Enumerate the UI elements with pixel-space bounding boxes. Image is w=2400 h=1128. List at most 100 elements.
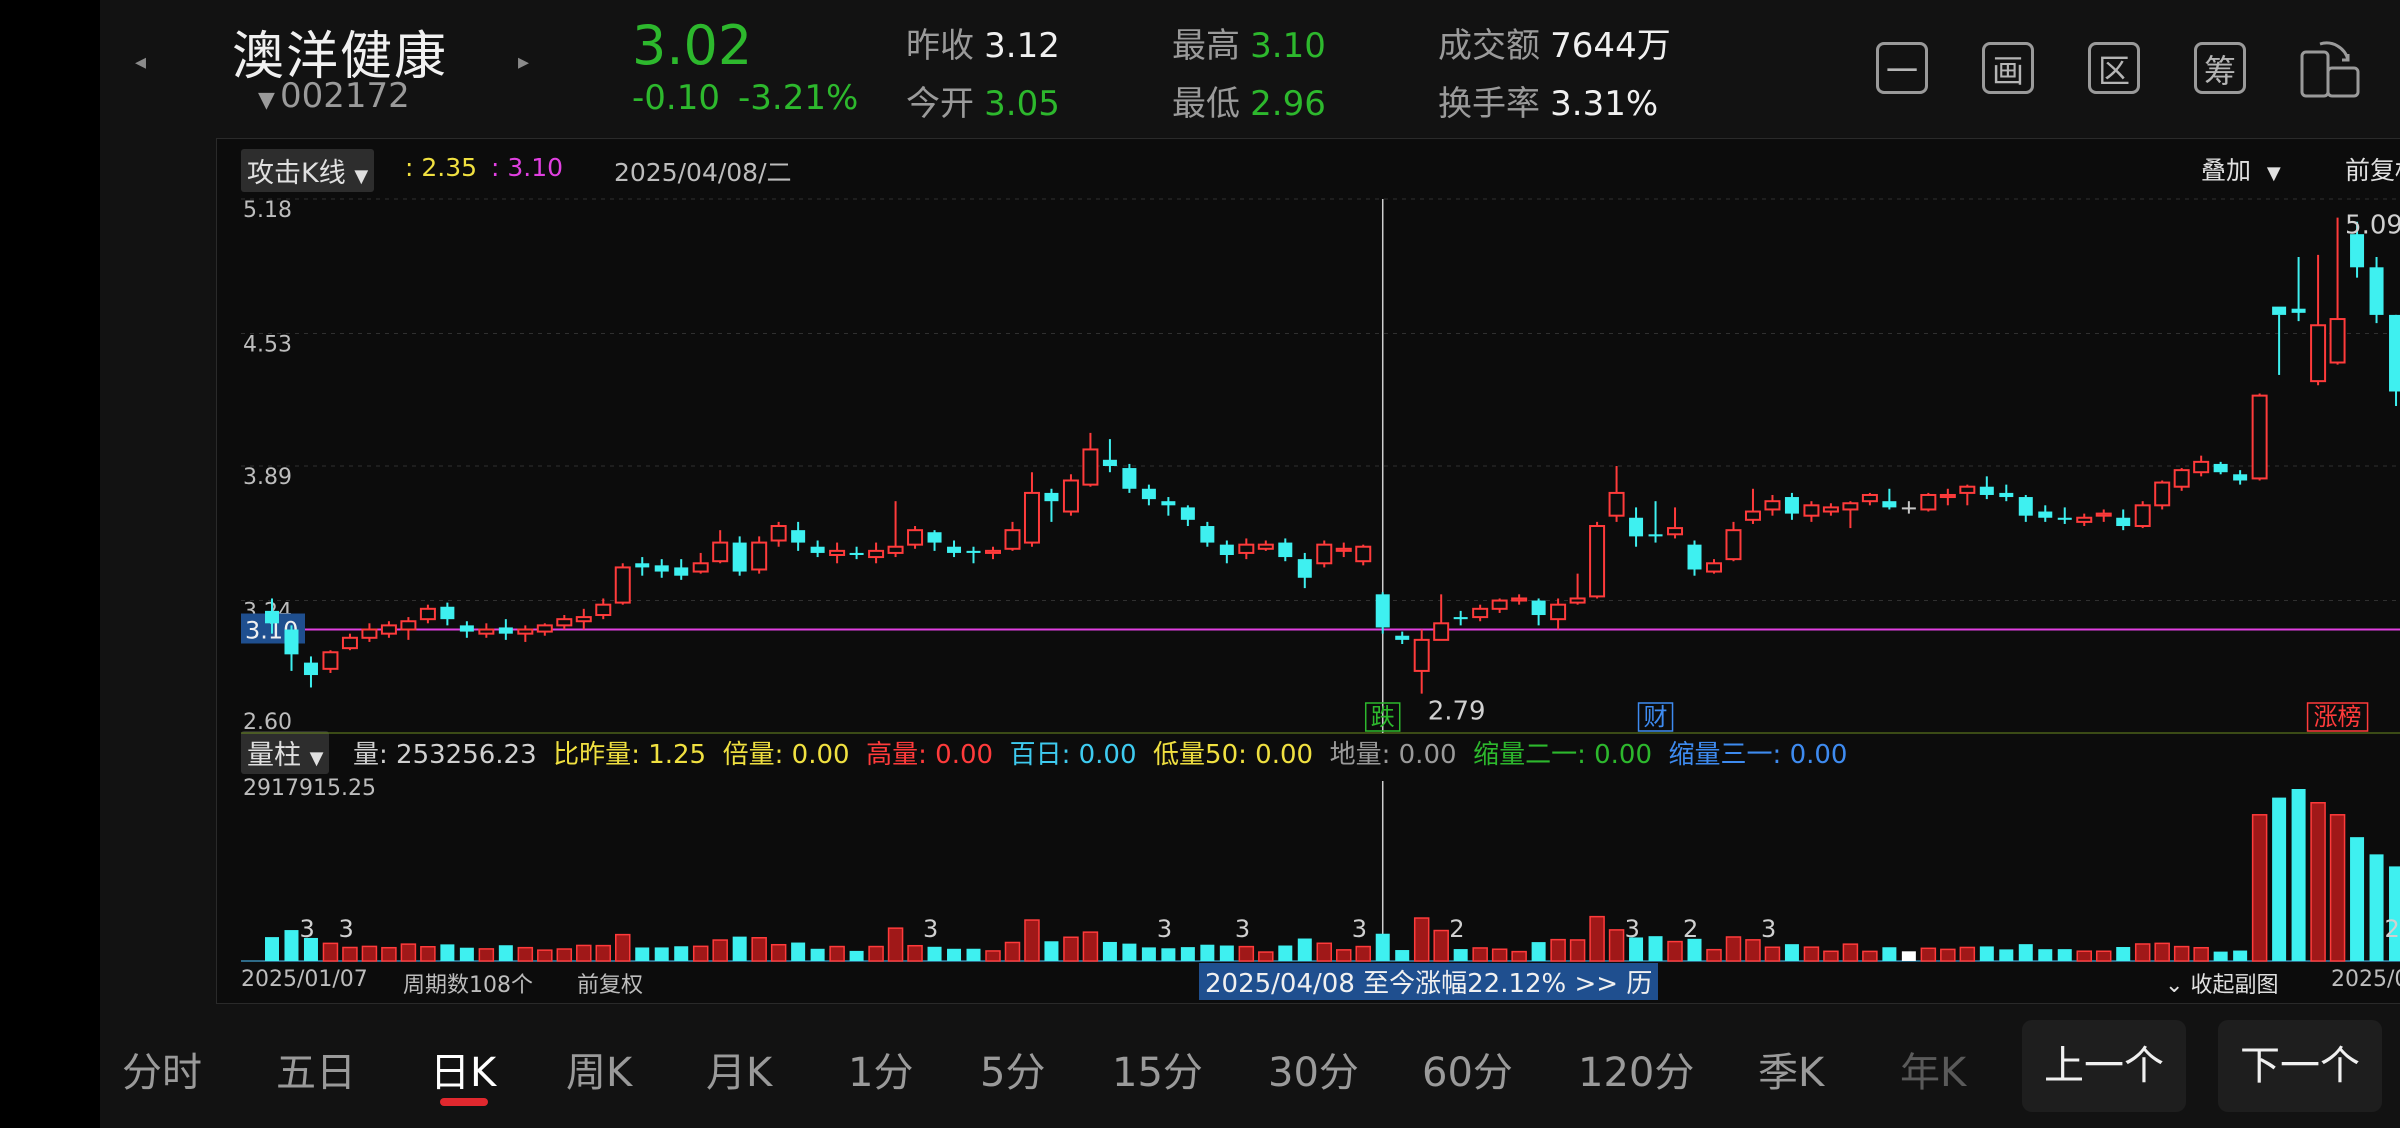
tab-minute-chart[interactable]: 分时 bbox=[122, 1050, 202, 1096]
draw-icon[interactable]: 画 bbox=[1982, 42, 2034, 94]
candle-body-up bbox=[770, 525, 787, 542]
volume-bar-up bbox=[1316, 942, 1333, 962]
quote-low: 最低 2.96 bbox=[1172, 84, 1326, 124]
event-marker-box bbox=[1364, 702, 1401, 732]
candle-body-up bbox=[2329, 318, 2346, 364]
vol-stat-ground: 地量: 0.00 bbox=[1329, 740, 1457, 770]
candle-body-up bbox=[1238, 543, 1255, 554]
volume-bar-down bbox=[265, 937, 279, 961]
candle-body-up bbox=[1413, 638, 1430, 672]
quote-turnover-amount: 成交额 7644万 bbox=[1438, 26, 1671, 66]
volume-bar-up bbox=[1082, 931, 1099, 962]
tab-monthly-k[interactable]: 月K bbox=[706, 1050, 773, 1096]
candle-body-up bbox=[2154, 481, 2171, 507]
volume-bar-down bbox=[1375, 933, 1390, 961]
volume-bar-up bbox=[400, 943, 417, 962]
volume-count-mark: 3 bbox=[1352, 915, 1367, 943]
minus-icon[interactable]: 一 bbox=[1876, 42, 1928, 94]
next-button[interactable]: 下一个 bbox=[2218, 1020, 2382, 1112]
volume-count-mark: 3 bbox=[1157, 915, 1172, 943]
candle-body-down bbox=[849, 552, 864, 555]
overlay-selector[interactable]: 叠加 ▼ bbox=[2201, 156, 2281, 185]
volume-mode-selector[interactable]: 量柱 ▼ bbox=[241, 731, 330, 774]
candle-body-down bbox=[1161, 501, 1176, 506]
volume-bar-up bbox=[478, 948, 495, 962]
volume-bar-down bbox=[1219, 945, 1234, 961]
volume-bar-down bbox=[2389, 866, 2400, 961]
tab-30min[interactable]: 30分 bbox=[1268, 1050, 1359, 1096]
region-icon[interactable]: 区 bbox=[2088, 42, 2140, 94]
rotate-screen-icon[interactable] bbox=[2298, 38, 2362, 100]
candle-body-up bbox=[614, 566, 631, 604]
prev-stock-arrow-icon[interactable]: ◂ bbox=[135, 50, 147, 75]
volume-bar-down bbox=[1122, 943, 1137, 961]
candle-body-up bbox=[887, 545, 904, 554]
chart-panel: 攻击K线 ▼ : 2.35 : 3.10 2025/04/08/二 叠加 ▼ 前… bbox=[216, 138, 2400, 1004]
tab-weekly-k[interactable]: 周K bbox=[566, 1050, 633, 1096]
collapse-subchart-button[interactable]: ⌄ 收起副图 bbox=[2165, 973, 2279, 998]
volume-bar-down bbox=[1784, 944, 1799, 961]
tab-15min[interactable]: 15分 bbox=[1112, 1050, 1203, 1096]
volume-bar-up bbox=[829, 945, 845, 962]
tab-quarterly-k[interactable]: 季K bbox=[1758, 1050, 1825, 1096]
candle-body-up bbox=[1335, 547, 1352, 552]
volume-bar-down bbox=[1297, 938, 1312, 961]
stock-name: 澳洋健康 bbox=[232, 27, 449, 87]
volume-bar-down bbox=[927, 946, 942, 961]
volume-bar-down bbox=[2350, 837, 2365, 961]
tab-five-day[interactable]: 五日 bbox=[276, 1050, 356, 1096]
next-stock-arrow-icon[interactable]: ▸ bbox=[518, 50, 530, 75]
volume-bar-down bbox=[1453, 949, 1468, 961]
volume-bar-up bbox=[556, 948, 573, 962]
candle-body-down bbox=[810, 546, 825, 553]
tab-yearly-k[interactable]: 年K bbox=[1900, 1050, 1967, 1096]
indicator-selector[interactable]: 攻击K线 ▼ bbox=[241, 149, 375, 192]
candle-body-up bbox=[692, 562, 709, 573]
stock-code-selector[interactable]: ▼ 002172 bbox=[258, 76, 410, 116]
candle-body-up bbox=[2193, 460, 2210, 474]
tab-daily-k[interactable]: 日K bbox=[430, 1050, 497, 1096]
volume-bar-up bbox=[1569, 939, 1586, 962]
range-info-banner[interactable]: 2025/04/08 至今涨幅22.12% >> 历 bbox=[1199, 963, 1659, 1000]
volume-bar-down bbox=[459, 947, 474, 961]
event-marker-label: 跌 bbox=[1371, 703, 1395, 731]
candle-body-down bbox=[654, 565, 669, 572]
tab-120min[interactable]: 120分 bbox=[1578, 1050, 1695, 1096]
volume-bar-up bbox=[1940, 948, 1956, 962]
tab-5min[interactable]: 5分 bbox=[980, 1050, 1046, 1096]
candle-body-up bbox=[536, 624, 553, 633]
candle-body-up bbox=[1550, 603, 1567, 621]
tab-1min[interactable]: 1分 bbox=[848, 1050, 914, 1096]
volume-bar-up bbox=[1862, 950, 1878, 962]
volume-bar-up bbox=[342, 946, 358, 962]
volume-bar-down bbox=[2233, 950, 2248, 961]
volume-bar-down bbox=[1278, 945, 1293, 961]
candle-body-down bbox=[674, 567, 689, 576]
volume-count-mark: 3 bbox=[1235, 915, 1250, 943]
volume-bar-down bbox=[635, 947, 650, 961]
volume-bar-down bbox=[1999, 949, 2014, 961]
candle-body-down bbox=[791, 530, 806, 543]
tab-60min[interactable]: 60分 bbox=[1422, 1050, 1513, 1096]
adjust-selector[interactable]: 前复权▼ bbox=[2345, 156, 2400, 185]
volume-bar-down bbox=[1629, 937, 1644, 961]
volume-bar-up bbox=[887, 927, 904, 962]
candle-body-down bbox=[1219, 544, 1234, 555]
chips-icon[interactable]: 筹 bbox=[2194, 42, 2246, 94]
kline-chart[interactable]: 5.184.533.893.242.603.105.092.79跌财涨榜2917… bbox=[217, 139, 2400, 1003]
quote-prev-close: 昨收 3.12 bbox=[906, 26, 1060, 66]
volume-bar-up bbox=[1959, 946, 1976, 962]
volume-count-mark: 3 bbox=[923, 915, 938, 943]
candle-body-down bbox=[1200, 526, 1215, 543]
candle-body-up bbox=[1511, 597, 1528, 602]
volume-count-mark: 2 bbox=[2385, 915, 2400, 943]
candle-body-down bbox=[1979, 486, 1994, 495]
candle-body-up bbox=[1706, 562, 1722, 573]
candle-body-up bbox=[2134, 504, 2151, 528]
candle-body-up bbox=[829, 549, 846, 557]
previous-button[interactable]: 上一个 bbox=[2022, 1020, 2186, 1112]
candle-body-up bbox=[575, 616, 592, 623]
quote-high: 最高 3.10 bbox=[1172, 26, 1326, 66]
vol-stat-shrink31: 缩量三一: 0.00 bbox=[1668, 740, 1848, 770]
candle-body-up bbox=[1589, 525, 1606, 598]
